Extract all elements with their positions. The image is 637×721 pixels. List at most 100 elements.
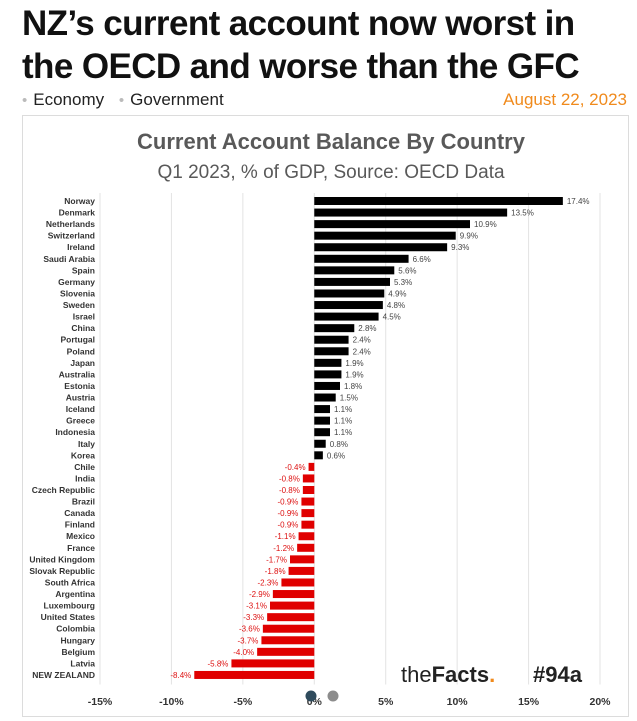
carousel-dot[interactable] bbox=[327, 690, 339, 702]
category-label: France bbox=[67, 543, 95, 553]
category-label: NEW ZEALAND bbox=[32, 670, 95, 680]
category-label: United Kingdom bbox=[29, 554, 95, 564]
value-label: 1.1% bbox=[334, 417, 352, 426]
bar bbox=[314, 324, 355, 333]
bar bbox=[314, 301, 383, 310]
category-label: Estonia bbox=[64, 381, 95, 391]
category-label: Latvia bbox=[70, 658, 95, 668]
category-label: Netherlands bbox=[46, 219, 95, 229]
bar bbox=[270, 601, 315, 610]
value-label: -0.9% bbox=[278, 509, 299, 518]
bar bbox=[314, 416, 330, 425]
category-label: Portugal bbox=[61, 335, 95, 345]
brand-dot: . bbox=[489, 662, 495, 687]
brand-logo: theFacts. bbox=[401, 662, 495, 687]
value-label: -0.4% bbox=[285, 463, 306, 472]
bar bbox=[308, 462, 315, 471]
article-meta: • Economy • Government August 22, 2023 bbox=[22, 90, 627, 110]
value-label: -3.7% bbox=[238, 636, 259, 645]
chart-value-labels: 17.4% 13.5% 10.9% 9.9% 9.3% 6.6% 5.6% 5.3% 4.9% 4… bbox=[170, 197, 589, 680]
category-label: Chile bbox=[74, 462, 95, 472]
x-tick-label: 20% bbox=[589, 696, 611, 708]
x-tick-label: 10% bbox=[447, 696, 469, 708]
value-label: 2.4% bbox=[353, 336, 371, 345]
category-label: Austria bbox=[66, 393, 96, 403]
bar bbox=[314, 381, 340, 390]
category-label: Korea bbox=[71, 450, 95, 460]
value-label: -2.3% bbox=[258, 578, 279, 587]
value-label: 5.6% bbox=[398, 266, 416, 275]
bar bbox=[194, 670, 315, 679]
bar bbox=[314, 451, 323, 460]
category-label: Sweden bbox=[63, 300, 95, 310]
bullet-icon: • bbox=[22, 92, 28, 109]
category-label: Italy bbox=[78, 439, 95, 449]
x-tick-label: -15% bbox=[88, 696, 113, 708]
value-label: -1.2% bbox=[273, 544, 294, 553]
carousel-dot-active[interactable] bbox=[305, 690, 317, 702]
category-label: Japan bbox=[70, 358, 95, 368]
category-label: Indonesia bbox=[55, 427, 95, 437]
category-label: Slovak Republic bbox=[29, 566, 95, 576]
category-label: Poland bbox=[67, 346, 95, 356]
chart-image: Norway Denmark Netherlands Switzerland Irela… bbox=[22, 115, 629, 717]
category-label: Luxembourg bbox=[44, 601, 95, 611]
x-tick-label: -5% bbox=[234, 696, 253, 708]
bar bbox=[314, 266, 395, 275]
bar bbox=[267, 613, 315, 622]
category-label: Ireland bbox=[67, 242, 95, 252]
bullet-icon: • bbox=[118, 92, 125, 109]
category-label: Norway bbox=[64, 196, 95, 206]
value-label: 2.8% bbox=[358, 324, 376, 333]
bar bbox=[314, 370, 342, 379]
category-label: Australia bbox=[59, 369, 96, 379]
value-label: 10.9% bbox=[474, 220, 497, 229]
value-label: 6.6% bbox=[413, 255, 431, 264]
bar bbox=[314, 289, 385, 298]
category-label: India bbox=[75, 473, 95, 483]
bar bbox=[297, 543, 315, 552]
bar bbox=[314, 243, 448, 252]
category-label: Hungary bbox=[61, 635, 96, 645]
x-tick-label: 15% bbox=[518, 696, 540, 708]
category-label: Germany bbox=[58, 277, 95, 287]
value-label: 4.5% bbox=[383, 313, 401, 322]
value-label: 2.4% bbox=[353, 347, 371, 356]
brand-the: the bbox=[401, 662, 432, 687]
category-label: United States bbox=[41, 612, 96, 622]
category-link-government[interactable]: Government bbox=[130, 90, 224, 109]
category-label: Argentina bbox=[55, 589, 95, 599]
category-label: Mexico bbox=[66, 531, 95, 541]
brand-facts: Facts bbox=[432, 662, 489, 687]
value-label: 1.9% bbox=[345, 359, 363, 368]
category-label: Canada bbox=[64, 508, 95, 518]
bar bbox=[314, 428, 330, 437]
x-tick-label: 5% bbox=[378, 696, 394, 708]
value-label: 1.1% bbox=[334, 428, 352, 437]
category-label: Iceland bbox=[66, 404, 95, 414]
value-label: -3.1% bbox=[246, 602, 267, 611]
bar bbox=[314, 197, 563, 205]
category-label: Denmark bbox=[59, 208, 96, 218]
chart-x-axis: -15% -10% -5% 0% 5% 10% 15% 20% bbox=[88, 696, 611, 708]
article-headline: NZ’s current account now worst in the OE… bbox=[22, 4, 580, 86]
bar bbox=[301, 509, 315, 518]
category-label: Brazil bbox=[72, 497, 95, 507]
value-label: 1.5% bbox=[340, 394, 358, 403]
value-label: -3.6% bbox=[239, 625, 260, 634]
bar bbox=[314, 439, 326, 448]
bar bbox=[302, 474, 315, 483]
bar bbox=[290, 555, 315, 564]
bar bbox=[272, 590, 315, 599]
category-link-economy[interactable]: Economy bbox=[33, 90, 105, 109]
value-label: -0.8% bbox=[279, 486, 300, 495]
bar bbox=[261, 636, 315, 645]
bar bbox=[314, 393, 336, 402]
bar bbox=[314, 312, 379, 321]
bar bbox=[314, 231, 456, 240]
bar bbox=[314, 358, 342, 367]
value-label: -1.7% bbox=[266, 555, 287, 564]
bar bbox=[257, 647, 315, 656]
chart-title: Current Account Balance By Country bbox=[137, 129, 526, 154]
